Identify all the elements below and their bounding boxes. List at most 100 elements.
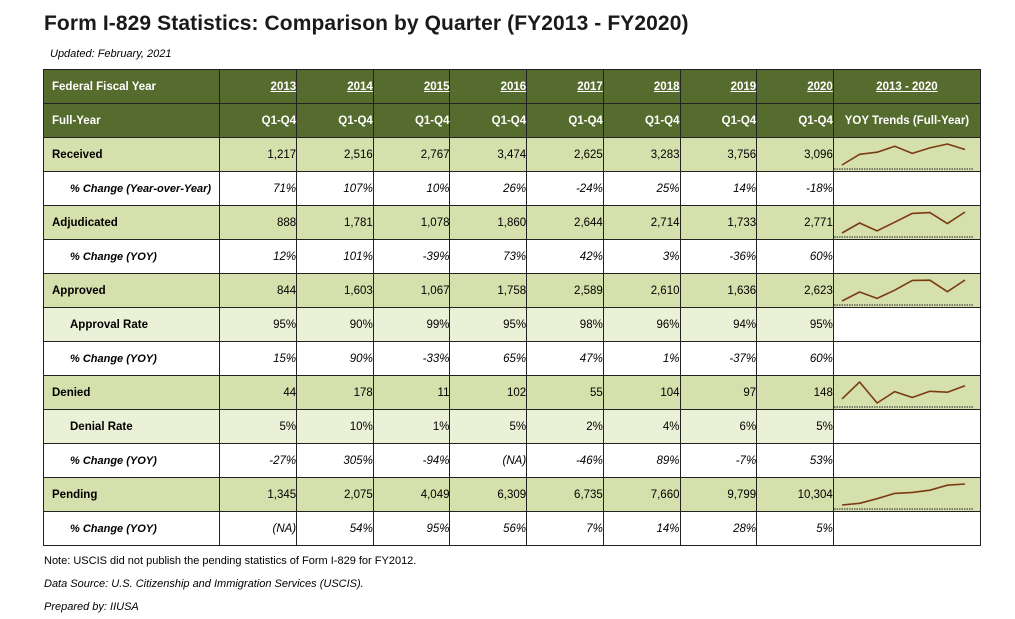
value-cell: 26% — [449, 171, 528, 206]
row-label: Denial Rate — [42, 409, 221, 444]
table-row: Denied 44 178 11 102 55 104 97 148 — [42, 375, 982, 410]
table-row: % Change (Year-over-Year) 71% 107% 10% 26% -2… — [42, 171, 982, 206]
value-cell: 1% — [372, 409, 451, 444]
table-row: Adjudicated 888 1,781 1,078 1,860 2,644 2,714 1… — [42, 205, 982, 240]
value-cell: 42% — [526, 239, 604, 274]
value-cell: 56% — [449, 511, 528, 546]
year-header: 2017 — [526, 69, 604, 104]
value-cell: -37% — [679, 341, 758, 376]
value-cell: 71% — [219, 171, 298, 206]
value-cell: 7% — [526, 511, 604, 546]
year-header: 2013 — [219, 69, 298, 104]
value-cell: 2% — [526, 409, 604, 444]
value-cell: 5% — [449, 409, 528, 444]
value-cell: 3,096 — [756, 137, 834, 172]
value-cell: 60% — [756, 341, 834, 376]
value-cell: 11 — [372, 375, 451, 410]
row-label: Approval Rate — [42, 307, 221, 342]
value-cell: 2,623 — [756, 273, 834, 308]
value-cell: 107% — [296, 171, 374, 206]
year-header: 2015 — [372, 69, 451, 104]
value-cell: 55 — [526, 375, 604, 410]
row-label: Pending — [42, 477, 221, 512]
value-cell: 10,304 — [756, 477, 834, 512]
value-cell: 60% — [756, 239, 834, 274]
trend-header-subtitle: YOY Trends (Full-Year) — [832, 103, 982, 138]
header-row-years: Federal Fiscal Year 2013 2014 2015 2016 … — [42, 69, 982, 104]
value-cell: (NA) — [449, 443, 528, 478]
value-cell: 1,860 — [449, 205, 528, 240]
value-cell: 1,781 — [296, 205, 374, 240]
value-cell: -39% — [372, 239, 451, 274]
value-cell: 148 — [756, 375, 834, 410]
row-label: % Change (YOY) — [42, 511, 221, 546]
table-row: Received 1,217 2,516 2,767 3,474 2,625 3,283 3,… — [42, 137, 982, 172]
value-cell: 1,217 — [219, 137, 298, 172]
value-cell: 1,067 — [372, 273, 451, 308]
quarter-header: Q1-Q4 — [372, 103, 451, 138]
trend-cell — [832, 307, 982, 342]
value-cell: 96% — [602, 307, 681, 342]
quarter-header: Q1-Q4 — [526, 103, 604, 138]
sparkline-chart — [833, 381, 973, 408]
table-body: Received 1,217 2,516 2,767 3,474 2,625 3,283 3,… — [42, 137, 982, 546]
table-row: % Change (YOY) 15% 90% -33% 65% 47% 1% -37% 60% — [42, 341, 982, 376]
row-label: Denied — [42, 375, 221, 410]
value-cell: 1,636 — [679, 273, 758, 308]
value-cell: 178 — [296, 375, 374, 410]
value-cell: 5% — [219, 409, 298, 444]
value-cell: 1% — [602, 341, 681, 376]
sparkline-series — [841, 143, 966, 166]
table-row: % Change (YOY) 12% 101% -39% 73% 42% 3% -36% 60% — [42, 239, 982, 274]
value-cell: 5% — [756, 511, 834, 546]
table-row: Approved 844 1,603 1,067 1,758 2,589 2,610 1,63… — [42, 273, 982, 308]
value-cell: 90% — [296, 341, 374, 376]
value-cell: 4,049 — [372, 477, 451, 512]
value-cell: 25% — [602, 171, 681, 206]
value-cell: 6,309 — [449, 477, 528, 512]
table-row: Approval Rate 95% 90% 99% 95% 98% 96% 94% 95% — [42, 307, 982, 342]
value-cell: 95% — [372, 511, 451, 546]
value-cell: -46% — [526, 443, 604, 478]
table-row: Denial Rate 5% 10% 1% 5% 2% 4% 6% 5% — [42, 409, 982, 444]
trend-cell — [832, 239, 982, 274]
trend-cell — [832, 341, 982, 376]
sparkline-chart — [833, 279, 973, 306]
value-cell: -27% — [219, 443, 298, 478]
value-cell: 10% — [372, 171, 451, 206]
value-cell: 54% — [296, 511, 374, 546]
value-cell: 44 — [219, 375, 298, 410]
value-cell: 3,474 — [449, 137, 528, 172]
value-cell: 2,714 — [602, 205, 681, 240]
footnotes: Note: USCIS did not publish the pending … — [44, 550, 416, 619]
header-row-quarters: Full-Year Q1-Q4 Q1-Q4 Q1-Q4 Q1-Q4 Q1-Q4 … — [42, 103, 982, 138]
quarter-header: Q1-Q4 — [756, 103, 834, 138]
year-header: 2016 — [449, 69, 528, 104]
value-cell: 2,516 — [296, 137, 374, 172]
trend-cell — [832, 137, 982, 172]
data-source-text: Data Source: U.S. Citizenship and Immigr… — [44, 578, 364, 590]
year-header: 2019 — [679, 69, 758, 104]
year-header: 2018 — [602, 69, 681, 104]
value-cell: 28% — [679, 511, 758, 546]
value-cell: 98% — [526, 307, 604, 342]
value-cell: 101% — [296, 239, 374, 274]
sparkline-chart — [833, 211, 973, 238]
value-cell: 888 — [219, 205, 298, 240]
value-cell: 89% — [602, 443, 681, 478]
trend-cell — [832, 409, 982, 444]
value-cell: -33% — [372, 341, 451, 376]
value-cell: 6,735 — [526, 477, 604, 512]
quarter-header: Q1-Q4 — [219, 103, 298, 138]
trend-cell — [832, 477, 982, 512]
value-cell: 10% — [296, 409, 374, 444]
value-cell: 9,799 — [679, 477, 758, 512]
sparkline-series — [841, 211, 966, 234]
table-row: % Change (YOY) -27% 305% -94% (NA) -46% 89% -7%… — [42, 443, 982, 478]
value-cell: 94% — [679, 307, 758, 342]
value-cell: 2,610 — [602, 273, 681, 308]
row-label: % Change (YOY) — [42, 443, 221, 478]
prepared-by-text: Prepared by: IIUSA — [44, 601, 139, 613]
value-cell: 2,767 — [372, 137, 451, 172]
value-cell: 104 — [602, 375, 681, 410]
